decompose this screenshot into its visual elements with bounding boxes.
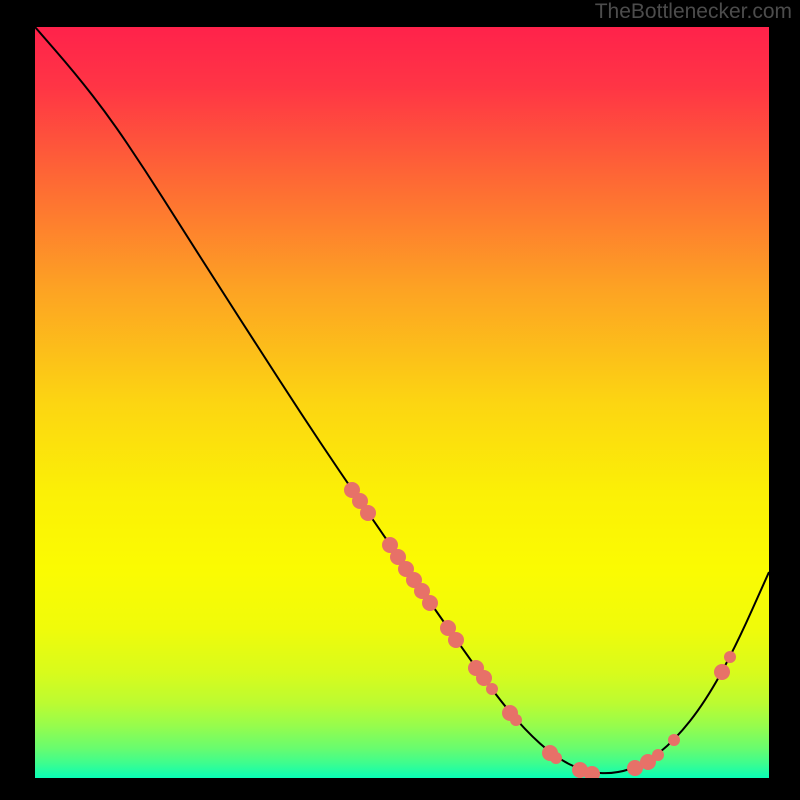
plot-area [35,27,769,778]
data-marker [486,683,498,695]
data-marker [668,734,680,746]
chart-overlay-svg [35,27,769,778]
chart-container: TheBottlenecker.com [0,0,800,800]
data-marker [510,714,522,726]
data-marker [422,595,438,611]
data-marker [360,505,376,521]
data-markers [344,482,736,778]
watermark-text: TheBottlenecker.com [595,0,792,24]
data-marker [448,632,464,648]
data-marker [714,664,730,680]
data-marker [652,749,664,761]
data-marker [724,651,736,663]
bottleneck-curve [35,27,769,773]
data-marker [550,752,562,764]
